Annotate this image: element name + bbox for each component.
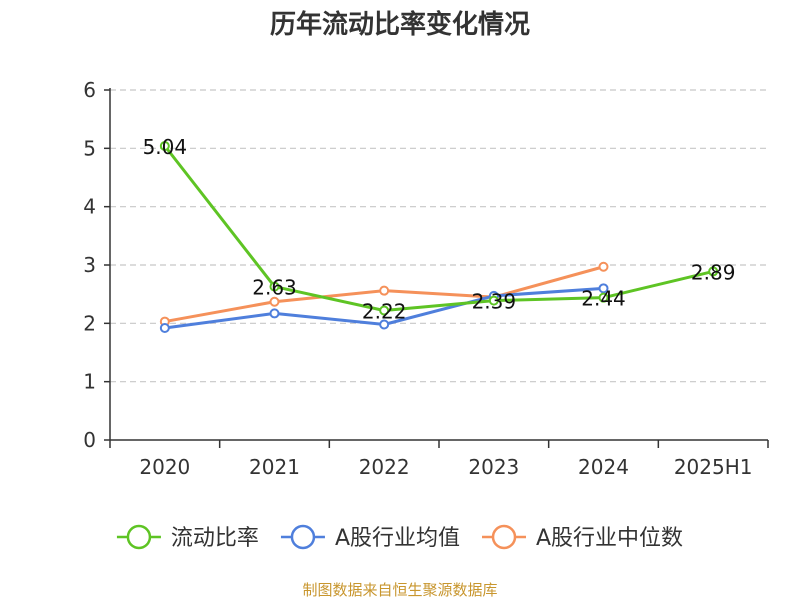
legend-marker (290, 524, 316, 550)
x-tick-label: 2020 (139, 455, 190, 479)
y-tick-label: 3 (83, 253, 96, 277)
data-point (598, 283, 609, 294)
data-point (598, 292, 609, 303)
series-line (163, 145, 714, 312)
legend-label: A股行业均值 (335, 526, 460, 551)
data-point (708, 266, 719, 277)
data-point (269, 296, 280, 307)
series-layer (159, 141, 719, 333)
data-label: 2.39 (472, 290, 517, 314)
data-point (488, 295, 499, 306)
x-tick-label: 2024 (578, 455, 629, 479)
data-label: 2.63 (252, 276, 297, 300)
y-tick-label: 6 (83, 78, 96, 102)
y-tick-label: 1 (83, 370, 96, 394)
x-tick-label: 2022 (359, 455, 410, 479)
y-tick-label: 2 (83, 311, 96, 335)
data-point (159, 141, 170, 151)
axes: 0 1 2 3 4 5 6 2020 2021 2022 2023 2024 2025H1 (83, 78, 769, 479)
data-point (379, 305, 390, 316)
legend-label: A股行业中位数 (536, 526, 683, 551)
legend-marker (126, 524, 152, 550)
x-tick-label: 2025H1 (674, 455, 753, 479)
legend-marker (491, 524, 517, 550)
data-point (269, 308, 280, 319)
data-point (598, 261, 609, 272)
data-labels: 5.04 2.63 2.22 2.39 2.44 2.89 (143, 135, 736, 324)
data-point (269, 281, 280, 292)
legend-item: A股行业中位数 (482, 524, 683, 551)
y-tick-label: 5 (83, 136, 96, 160)
legend: 流动比率 A股行业均值 A股行业中位数 (116, 524, 683, 551)
y-tick-label: 0 (83, 428, 96, 452)
chart-title: 历年流动比率变化情况 (270, 9, 530, 40)
data-point (379, 319, 390, 330)
data-label: 2.22 (362, 300, 407, 324)
data-point (159, 323, 170, 333)
legend-item: 流动比率 (116, 524, 259, 551)
x-tick-label: 2023 (468, 455, 519, 479)
x-tick-label: 2021 (249, 455, 300, 479)
data-label: 5.04 (143, 135, 188, 159)
y-tick-label: 4 (83, 195, 96, 219)
legend-label: 流动比率 (171, 526, 259, 551)
data-label: 2.89 (691, 260, 736, 284)
legend-item: A股行业均值 (280, 524, 460, 551)
source-note: 制图数据来自恒生聚源数据库 (302, 581, 497, 599)
data-label: 2.44 (581, 287, 626, 311)
data-point (379, 285, 390, 296)
grid-lines (110, 89, 768, 383)
